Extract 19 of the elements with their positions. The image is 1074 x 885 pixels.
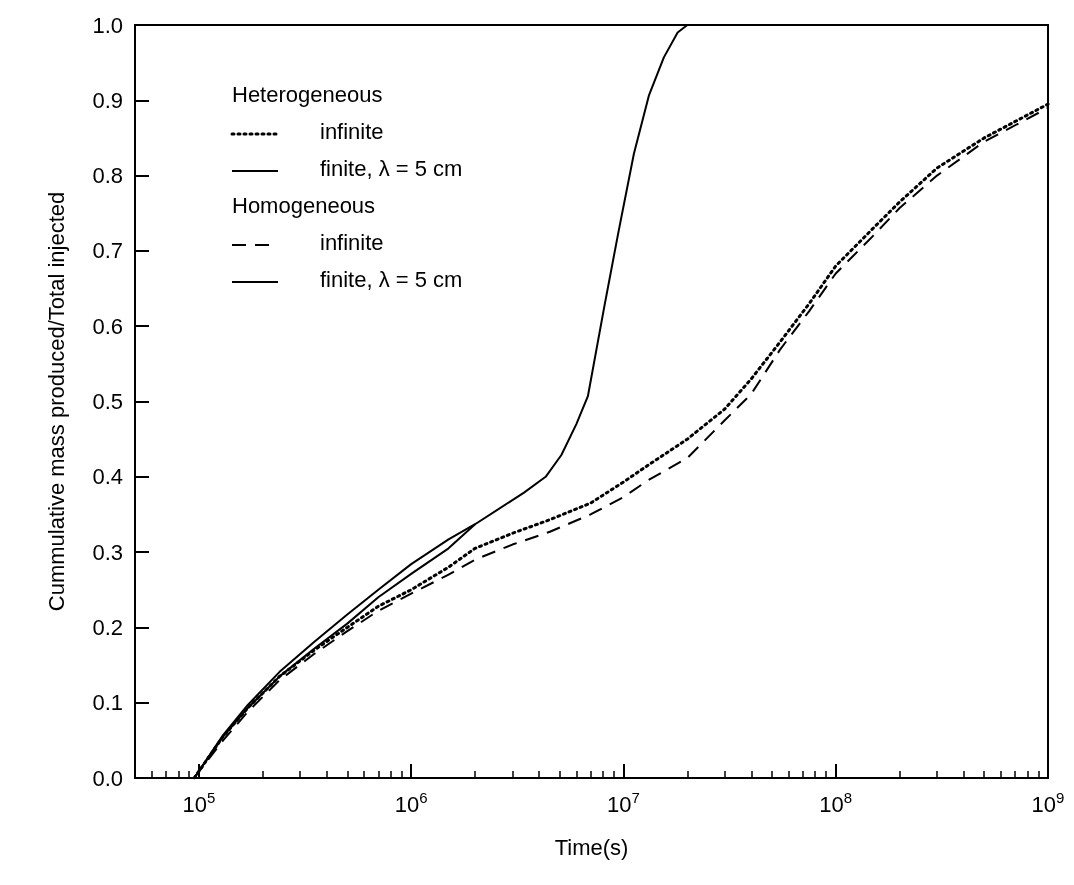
y-tick-label: 0.8	[92, 163, 123, 189]
y-tick-label: 0.9	[92, 87, 123, 113]
y-tick-label: 0.2	[92, 614, 123, 640]
y-tick-label: 0.5	[92, 389, 123, 414]
y-tick-label: 1.0	[92, 12, 123, 38]
annotation: Heterogeneous	[232, 81, 383, 107]
y-tick-label: 0.7	[92, 238, 123, 264]
y-tick-label: 0.4	[92, 464, 123, 490]
legend-label: infinite	[320, 229, 384, 255]
annotation: Homogeneous	[232, 192, 376, 218]
y-tick-label: 0.1	[92, 690, 123, 716]
y-tick-label: 0.0	[92, 765, 123, 791]
legend-label: finite, λ = 5 cm	[320, 266, 463, 292]
legend-label: infinite	[320, 118, 384, 144]
x-axis-title: Time(s)	[554, 834, 629, 860]
y-tick-label: 0.6	[92, 313, 123, 339]
y-axis-title: Cummulative mass produced/Total injected	[43, 191, 69, 612]
legend-label: finite, λ = 5 cm	[320, 155, 463, 181]
y-tick-label: 0.3	[92, 539, 123, 565]
